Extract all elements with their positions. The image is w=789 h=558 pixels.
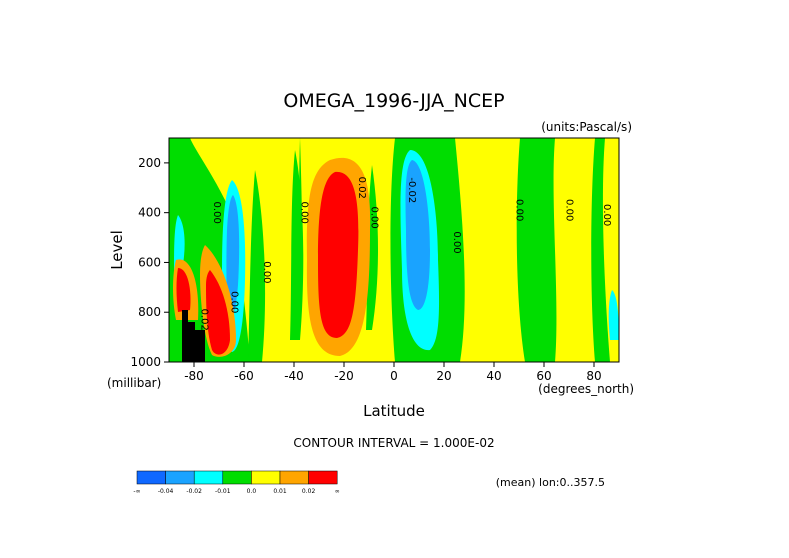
- x-tick-label: 60: [536, 369, 551, 383]
- contour-label-layer: 0.000.000.000.020.00-0.020.000.00 0.00 0.0…: [199, 177, 613, 331]
- y-tick-label: 800: [138, 305, 161, 319]
- region-cyan-left: [174, 215, 185, 270]
- region-red-sp1: [176, 268, 191, 312]
- chart-title: OMEGA_1996-JJA_NCEP: [283, 90, 504, 112]
- x-axis: -80 -60 -40 -20 0 20 40 60 80: [184, 362, 602, 383]
- colorbar-label: -∞: [133, 488, 140, 495]
- y-tick-label: 400: [138, 206, 161, 220]
- colorbar-swatch: [308, 470, 338, 485]
- region-red-sh: [318, 171, 359, 338]
- colorbar-swatch: [279, 470, 309, 485]
- y-axis: 200 400 600 800 1000: [130, 156, 169, 369]
- x-tick-label: 40: [486, 369, 501, 383]
- y-tick-label: 200: [138, 156, 161, 170]
- colorbar-label: 0.01: [273, 488, 287, 495]
- colorbar-swatch: [193, 470, 224, 485]
- terrain-mask: [182, 310, 205, 362]
- contour-label: 0.00: [229, 291, 240, 313]
- x-axis-title: Latitude: [363, 402, 425, 420]
- colorbar-label: 0.0: [247, 488, 257, 495]
- contour-label: 0.02: [356, 177, 367, 199]
- x-tick-label: 20: [436, 369, 451, 383]
- region-yellow-north: [455, 138, 525, 362]
- y-unit-label: (millibar): [107, 376, 161, 390]
- region-cyan-np: [608, 290, 619, 340]
- region-red-sp2: [206, 270, 230, 355]
- colorbar-swatch: [251, 470, 281, 485]
- units-label: (units:Pascal/s): [541, 120, 632, 134]
- x-tick-label: -60: [234, 369, 254, 383]
- contour-label: 0.00: [261, 261, 272, 283]
- contour-label: 0.00: [451, 231, 462, 253]
- colorbar-swatch: [222, 470, 252, 485]
- y-tick-label: 600: [138, 255, 161, 269]
- x-tick-label: -20: [334, 369, 354, 383]
- region-green-strip1: [248, 170, 266, 362]
- y-tick-label: 1000: [130, 355, 161, 369]
- colorbar-label: -0.02: [186, 488, 202, 495]
- colorbar-swatch: [165, 470, 195, 485]
- y-axis-title: Level: [108, 230, 126, 270]
- colorbar-label: ∞: [335, 488, 340, 495]
- contour-label: 0.00: [369, 207, 380, 229]
- colorbar-label: -0.01: [215, 488, 231, 495]
- region-yellow-south: [190, 138, 305, 362]
- region-green-strip2: [290, 150, 304, 340]
- contour-interval-label: CONTOUR INTERVAL = 1.000E-02: [293, 436, 494, 450]
- region-yellow-north2: [553, 138, 595, 362]
- contour-label: 0.00: [514, 199, 525, 221]
- contour-label: 0.00: [601, 204, 612, 226]
- x-tick-label: -40: [284, 369, 304, 383]
- region-blue-nh: [405, 160, 430, 310]
- contour-label: 0.00: [211, 202, 222, 224]
- colorbar-label: -0.04: [158, 488, 174, 495]
- x-tick-label: 80: [586, 369, 601, 383]
- mean-note-label: (mean) lon:0..357.5: [496, 476, 605, 489]
- colorbar-label: 0.02: [302, 488, 316, 495]
- colorbar: -∞ -0.04 -0.02 -0.01 0.0 0.01 0.02 ∞: [133, 470, 340, 495]
- contour-label: -0.02: [406, 177, 417, 203]
- x-tick-label: -80: [184, 369, 204, 383]
- colorbar-swatch: [136, 470, 166, 485]
- contour-label: 0.02: [199, 309, 210, 331]
- x-tick-label: 0: [390, 369, 398, 383]
- x-unit-label: (degrees_north): [538, 382, 634, 396]
- contour-label: 0.00: [299, 202, 310, 224]
- plot-area: [169, 138, 619, 362]
- contour-label: 0.00: [564, 199, 575, 221]
- region-blue-sp: [226, 195, 240, 321]
